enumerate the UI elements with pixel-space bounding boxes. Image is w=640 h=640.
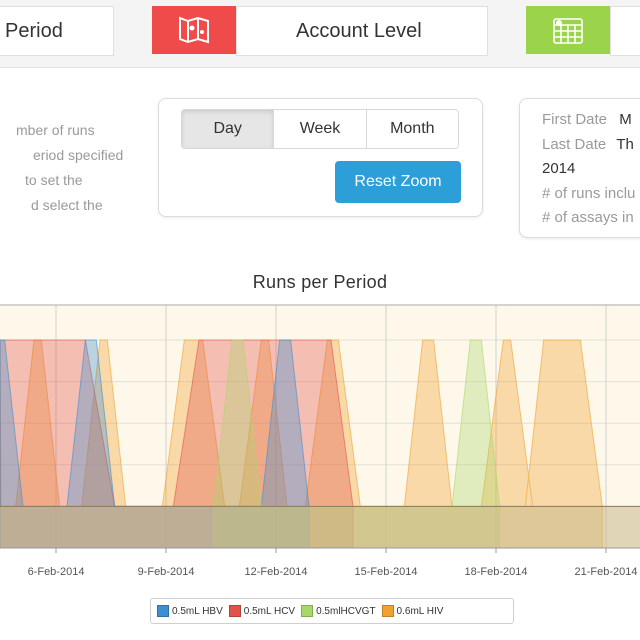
legend-swatch [228, 605, 241, 617]
legend-label: 0.5mL HBV [172, 605, 223, 617]
last-date-row: Last Date Th [542, 136, 634, 153]
base-level-band [0, 506, 640, 548]
period-label: Period [5, 20, 63, 42]
account-level-label: Account Level [296, 20, 422, 42]
first-date-label: First Date [542, 111, 608, 128]
first-date-value: M [619, 111, 632, 128]
legend-label: 0.6mL HIV [396, 605, 444, 617]
series-area [0, 339, 310, 549]
week-button[interactable]: Week [274, 110, 367, 148]
chart-description: mber of runs eriod specified to set the … [0, 118, 125, 218]
x-tick-label: 12-Feb-2014 [245, 566, 308, 578]
third-card[interactable] [610, 6, 640, 56]
day-button[interactable]: Day [182, 110, 275, 148]
x-tick-label: 21-Feb-2014 [575, 566, 638, 578]
legend-swatch [157, 605, 169, 617]
legend-item-hiv[interactable]: 0.6mL HIV [381, 605, 444, 617]
calendar-icon-box [526, 6, 610, 54]
x-tick-label: 9-Feb-2014 [138, 566, 195, 578]
first-date-row: First Date M [542, 111, 632, 128]
month-button[interactable]: Month [366, 110, 458, 148]
header-bar: Period Account Level [0, 0, 640, 68]
last-date-label: Last Date [542, 136, 607, 153]
info-panel: First Date M Last Date Th 2014 # of runs… [519, 98, 640, 238]
desc-line: eriod specified [33, 147, 124, 163]
period-button-group: Day Week Month [181, 109, 459, 149]
legend-item-hcv[interactable]: 0.5mL HCV [228, 605, 296, 617]
zoom-panel: Day Week Month Reset Zoom [158, 98, 483, 217]
account-level-card[interactable]: Account Level [236, 6, 488, 56]
calendar-icon [526, 6, 610, 54]
last-date-value: Th [616, 136, 634, 153]
x-tick-label: 18-Feb-2014 [465, 566, 528, 578]
chart-legend: 0.5mL HBV 0.5mL HCV 0.5mlHCVGT 0.6mL HIV [150, 598, 514, 624]
runs-included-label: # of runs inclu [542, 185, 636, 202]
legend-label: 0.5mlHCVGT [316, 605, 376, 617]
chart-title: Runs per Period [252, 272, 388, 292]
assays-included-label: # of assays in [542, 209, 634, 226]
legend-swatch [381, 605, 394, 617]
reset-zoom-button[interactable]: Reset Zoom [335, 161, 461, 203]
legend-item-hbv[interactable]: 0.5mL HBV [157, 605, 223, 617]
desc-line: d select the [31, 197, 103, 213]
x-tick-label: 6-Feb-2014 [28, 566, 85, 578]
runs-per-period-chart[interactable]: 6-Feb-2014 9-Feb-2014 12-Feb-2014 15-Feb-20… [0, 300, 640, 590]
x-tick-label: 15-Feb-2014 [355, 566, 418, 578]
last-date-year: 2014 [542, 160, 576, 177]
legend-swatch [301, 605, 314, 617]
desc-line: mber of runs [16, 122, 95, 138]
legend-label: 0.5mL HCV [243, 605, 296, 617]
account-icon-box [152, 6, 236, 54]
period-card[interactable]: Period [0, 6, 114, 56]
map-icon [152, 6, 236, 54]
desc-line: to set the [25, 172, 83, 188]
legend-item-hcvgt[interactable]: 0.5mlHCVGT [301, 605, 376, 617]
